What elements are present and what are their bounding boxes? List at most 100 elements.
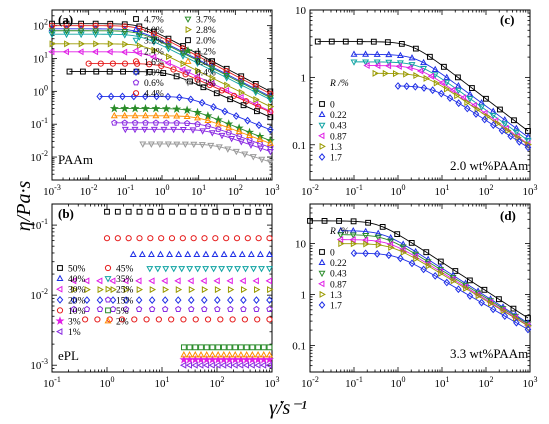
legend-entry: 1% xyxy=(56,328,81,338)
legend-entry: 2.0% xyxy=(185,37,216,47)
legend-marker xyxy=(318,110,326,118)
data-point xyxy=(204,122,212,129)
data-point xyxy=(254,286,261,294)
data-point xyxy=(125,208,132,215)
legend-marker xyxy=(56,307,64,314)
data-point xyxy=(237,361,244,369)
data-point xyxy=(96,92,103,101)
data-point xyxy=(48,28,56,35)
data-point xyxy=(267,286,274,294)
data-point xyxy=(184,250,192,257)
data-point xyxy=(238,344,244,351)
legend-marker xyxy=(318,122,326,130)
x-tick-label: 10-2 xyxy=(301,375,319,390)
data-point xyxy=(266,344,273,351)
x-tick-label: 101 xyxy=(435,183,450,198)
data-point xyxy=(488,299,495,307)
data-point xyxy=(266,235,273,242)
data-point xyxy=(158,208,165,215)
legend-entry: 0.8% xyxy=(184,57,216,68)
data-point xyxy=(161,305,169,312)
data-point xyxy=(256,250,264,257)
data-point xyxy=(249,344,256,351)
data-point xyxy=(131,119,139,126)
legend-label: 30% xyxy=(68,286,86,296)
data-point xyxy=(164,59,171,67)
data-point xyxy=(416,67,424,75)
series-b-0 xyxy=(104,208,273,215)
legend-entry: 0.3% xyxy=(184,79,216,89)
x-tick-label: 103 xyxy=(265,375,280,390)
legend-label: 2.0% xyxy=(196,37,216,47)
x-axis-label: γ̇/s⁻¹ xyxy=(269,397,307,419)
data-point xyxy=(70,296,78,304)
data-point xyxy=(420,84,428,92)
data-point xyxy=(202,250,210,257)
legend-marker xyxy=(104,264,112,272)
data-point xyxy=(191,361,198,369)
data-point xyxy=(164,141,172,148)
legend-label: 35% xyxy=(116,275,134,285)
legend-label: 0.43 xyxy=(330,270,347,280)
legend-marker xyxy=(184,16,192,23)
y-tick-label: 102 xyxy=(33,18,48,33)
panel-label: (b) xyxy=(58,206,74,221)
data-point xyxy=(265,361,272,369)
panel-label: (c) xyxy=(500,12,514,27)
legend-label: 2.4% xyxy=(144,47,164,57)
data-point xyxy=(255,208,262,215)
data-point xyxy=(229,316,236,323)
data-point xyxy=(180,351,188,358)
series-d-0 xyxy=(307,217,531,321)
data-point xyxy=(265,266,273,273)
legend-entry: 0.4% xyxy=(184,69,216,79)
fit-line xyxy=(114,115,271,144)
data-point xyxy=(163,119,170,126)
series-b-1 xyxy=(129,250,273,257)
data-point xyxy=(79,68,86,75)
legend-entry: 20% xyxy=(56,295,86,306)
legend-entry: 1.6% xyxy=(132,58,164,68)
legend-entry: 0.43 xyxy=(318,122,347,132)
data-point xyxy=(266,305,273,312)
data-point xyxy=(118,316,126,323)
data-point xyxy=(384,39,391,46)
data-point xyxy=(151,46,158,54)
legend-entry: 5% xyxy=(105,307,129,317)
data-point xyxy=(166,250,174,257)
data-point xyxy=(190,208,197,215)
data-point xyxy=(398,40,405,47)
data-point xyxy=(225,361,232,369)
data-point xyxy=(186,351,194,358)
data-point xyxy=(475,292,482,300)
fit-line xyxy=(52,51,271,112)
data-point xyxy=(226,351,234,358)
data-point xyxy=(121,111,129,119)
data-point xyxy=(255,235,262,242)
plot-frame-c xyxy=(309,9,531,181)
data-point xyxy=(178,266,186,273)
data-point xyxy=(239,277,246,285)
legend-label: 3.7% xyxy=(196,16,216,26)
series-b-5 xyxy=(179,354,274,364)
data-point xyxy=(204,316,212,323)
data-point xyxy=(109,296,117,304)
fit-line xyxy=(114,122,271,148)
data-point xyxy=(233,235,241,242)
data-point xyxy=(197,351,205,358)
data-point xyxy=(403,82,410,91)
data-point xyxy=(379,223,386,230)
series-a-2 xyxy=(48,31,274,104)
fit-line xyxy=(374,72,529,145)
data-point xyxy=(139,141,147,148)
data-point xyxy=(231,361,238,369)
data-point xyxy=(179,235,186,242)
series-b-11 xyxy=(180,344,273,351)
data-point xyxy=(255,344,261,351)
data-point xyxy=(192,344,199,351)
legend-marker xyxy=(56,274,64,282)
data-point xyxy=(336,218,342,224)
legend-label: 0.22 xyxy=(330,259,347,269)
legend-entry: 0.43 xyxy=(318,270,347,280)
legend-label: 1.3 xyxy=(330,143,342,153)
